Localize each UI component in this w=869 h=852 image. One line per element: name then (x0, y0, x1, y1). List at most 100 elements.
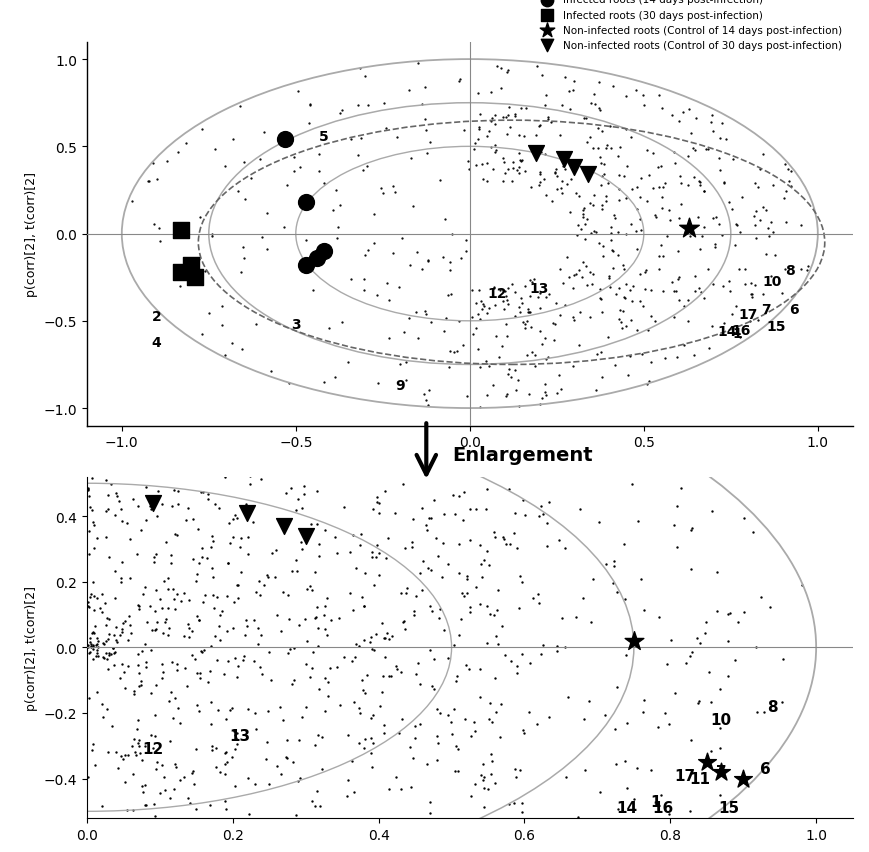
Point (514, 153, 528, 167)
Point (433, 602, 447, 616)
Point (675, 106, 689, 119)
Point (507, 364, 521, 377)
Point (350, 99, 364, 112)
Point (98, 596, 112, 610)
Point (157, 575, 171, 589)
Point (90, 637, 103, 651)
Point (162, 622, 176, 636)
Point (784, 181, 798, 194)
Point (602, 281, 616, 295)
Point (640, 324, 653, 337)
Point (487, 281, 501, 295)
Point (123, 532, 137, 546)
Point (687, 349, 700, 363)
Point (299, 583, 313, 596)
Point (126, 492, 140, 506)
Point (650, 720, 664, 734)
Point (538, 89, 552, 103)
Point (473, 423, 487, 437)
Point (724, 203, 738, 216)
Point (554, 612, 568, 625)
Point (626, 280, 640, 294)
Point (654, 102, 668, 116)
Point (596, 158, 610, 171)
Point (468, 724, 481, 738)
Point (163, 685, 177, 699)
Legend: Infected roots (14 days post-infection), Infected roots (30 days post-infection): Infected roots (14 days post-infection),… (531, 0, 846, 56)
Point (408, 306, 422, 320)
Point (607, 211, 621, 225)
Point (607, 210, 620, 223)
Point (294, 463, 308, 476)
Point (708, 210, 722, 224)
Point (667, 451, 680, 464)
Point (404, 428, 418, 441)
Point (346, 603, 360, 617)
Point (460, 586, 474, 600)
Point (291, 85, 305, 99)
Point (774, 695, 788, 709)
Point (501, 281, 514, 295)
Point (317, 599, 331, 613)
Text: 6: 6 (759, 762, 770, 776)
Point (554, 187, 568, 200)
Point (246, 515, 260, 529)
Point (488, 299, 501, 313)
Point (85, 472, 99, 486)
Point (410, 656, 424, 670)
Point (196, 644, 210, 658)
Point (351, 149, 365, 163)
Point (701, 342, 715, 355)
Point (507, 310, 521, 324)
Point (700, 262, 714, 276)
Point (151, 485, 165, 498)
Point (189, 574, 202, 588)
Point (148, 729, 162, 743)
Point (201, 493, 215, 507)
Point (155, 498, 169, 512)
Point (461, 154, 474, 168)
Point (448, 674, 462, 688)
Point (360, 160, 374, 174)
Point (87, 590, 101, 603)
Point (299, 658, 313, 671)
Point (610, 681, 624, 694)
Point (652, 181, 666, 194)
Point (401, 312, 415, 325)
Point (720, 634, 734, 648)
Point (235, 653, 249, 667)
Point (763, 270, 777, 284)
Point (746, 526, 760, 539)
Point (370, 453, 384, 467)
Point (460, 569, 474, 583)
Point (91, 649, 105, 663)
Point (312, 538, 326, 551)
Point (691, 210, 705, 224)
Point (230, 579, 244, 592)
Point (776, 193, 790, 206)
Point (444, 716, 458, 729)
Point (84, 626, 98, 640)
Point (533, 287, 547, 301)
Text: 7: 7 (715, 764, 726, 780)
Point (660, 657, 673, 671)
Point (599, 190, 613, 204)
Point (384, 630, 398, 643)
Point (616, 538, 630, 551)
Point (302, 117, 315, 130)
Point (95, 605, 109, 619)
Point (371, 568, 385, 582)
Point (665, 276, 679, 290)
Point (90, 646, 104, 659)
Point (107, 628, 121, 642)
Point (471, 87, 485, 101)
Text: 6: 6 (787, 302, 798, 316)
Point (213, 608, 227, 622)
Point (482, 559, 496, 573)
Point (484, 115, 498, 129)
Point (422, 136, 436, 150)
Point (461, 663, 475, 676)
Point (457, 486, 471, 499)
Point (217, 746, 231, 760)
Point (289, 504, 302, 517)
